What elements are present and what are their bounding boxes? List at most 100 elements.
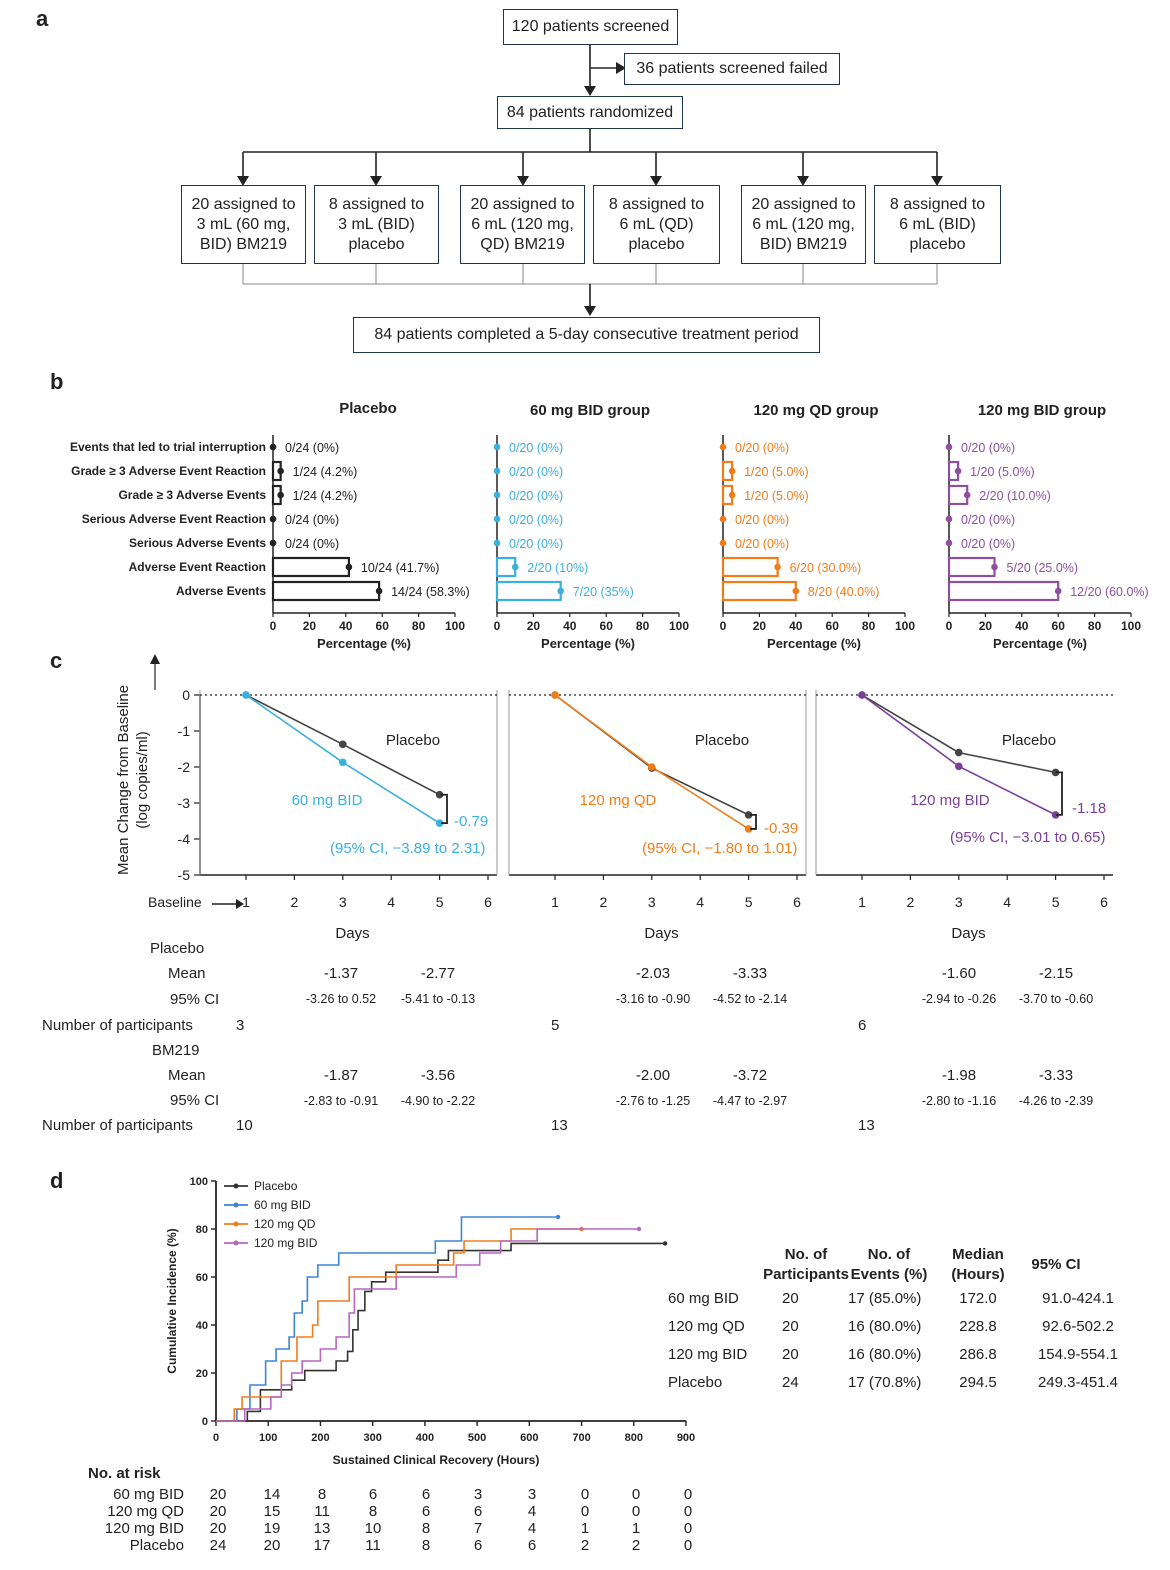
d-legend-label: 120 mg BID [254, 1236, 318, 1250]
group-box-120bid-bm219: 20 assigned to 6 mL (120 mg, BID) BM219 [741, 185, 866, 264]
b-bar-label: 0/20 (0%) [961, 441, 1015, 455]
c-table-mean-day3: -1.37 [323, 965, 359, 982]
b-bar-point [375, 587, 383, 595]
b-x-tick-label: 100 [445, 619, 465, 633]
svg-text:(log copies/ml): (log copies/ml) [134, 731, 151, 829]
d-risk-value: 6 [421, 1486, 431, 1503]
b-bar-label: 7/20 (35%) [573, 585, 634, 599]
c-x-axis-label: Days [951, 925, 985, 942]
c-table-ci-day3: -3.16 to -0.90 [615, 992, 691, 1006]
d-risk-value: 3 [527, 1486, 537, 1503]
c-y-tick-label: -1 [178, 723, 191, 739]
c-table-ci-day3: -2.80 to -1.16 [921, 1094, 997, 1108]
d-x-tick-label: 600 [520, 1432, 538, 1444]
c-diff-value: -0.39 [764, 820, 798, 837]
c-series-point [858, 691, 866, 699]
d-x-tick-label: 400 [416, 1432, 434, 1444]
c-x-tick-label: 2 [291, 894, 299, 910]
b-x-axis-label: Percentage (%) [541, 636, 635, 651]
d-risk-value: 24 [209, 1537, 227, 1554]
b-bar-point [345, 563, 353, 571]
b-bar [721, 556, 779, 578]
b-bar-label: 14/24 (58.3%) [391, 585, 470, 599]
b-x-tick-label: 100 [895, 619, 915, 633]
c-x-axis-label: Days [644, 925, 678, 942]
c-table-n-value: 3 [236, 1017, 245, 1034]
c-table-mean-day3: -1.98 [941, 1067, 977, 1084]
c-x-tick-label: 6 [793, 894, 801, 910]
c-table-mean-day5: -2.15 [1038, 965, 1074, 982]
b-bar-label: 1/20 (5.0%) [970, 465, 1035, 479]
d-risk-value: 4 [527, 1503, 537, 1520]
c-x-tick-label: 6 [484, 894, 492, 910]
c-table-mean-day3: -1.87 [323, 1067, 359, 1084]
b-bar-point [1054, 587, 1062, 595]
b-bar-point [774, 563, 781, 571]
d-risk-value: 4 [527, 1520, 537, 1537]
d-censor-mark [555, 1214, 561, 1220]
c-x-tick-label: 4 [696, 894, 704, 910]
c-diff-ci: (95% CI, −3.89 to 2.31) [330, 840, 486, 857]
d-y-tick-label: 40 [196, 1320, 208, 1332]
b-chart-title: 60 mg BID group [530, 402, 650, 419]
screen-failed-box: 36 patients screened failed [624, 53, 840, 85]
d-risk-value: 20 [209, 1520, 227, 1537]
c-x-tick-label: 3 [648, 894, 656, 910]
c-x-tick-label: 1 [551, 894, 559, 910]
b-x-tick-label: 20 [527, 619, 541, 633]
c-placebo-label: Placebo [695, 732, 749, 749]
c-table-mean-day5: -3.72 [732, 1067, 768, 1084]
b-category-label: Grade ≥ 3 Adverse Events [118, 488, 266, 502]
b-bar-label: 0/24 (0%) [285, 441, 339, 455]
c-table-placebo-header: Placebo [150, 940, 205, 957]
c-series-point [955, 748, 963, 757]
b-bar-point [719, 515, 727, 523]
d-risk-value: 6 [421, 1503, 431, 1520]
d-risk-row-label: 120 mg QD [107, 1503, 184, 1520]
c-series-point [744, 811, 753, 819]
b-bar-point [945, 539, 953, 547]
d-km-line [216, 1242, 666, 1422]
b-bar-point [728, 491, 736, 499]
b-bar-label: 0/20 (0%) [509, 441, 563, 455]
c-treatment-label: 120 mg QD [580, 792, 657, 809]
c-table-n-label: Number of participants [42, 1117, 193, 1134]
b-bar-point [269, 515, 277, 523]
d-risk-row-label: Placebo [129, 1537, 184, 1554]
c-table-mean-day3: -1.60 [941, 965, 977, 982]
c-table-mean-label: Mean [168, 965, 206, 982]
c-table-n-value: 13 [551, 1117, 568, 1134]
group-box-120qd-bm219: 20 assigned to 6 mL (120 mg, QD) BM219 [460, 185, 585, 264]
b-bar-point [269, 443, 277, 451]
b-x-tick-label: 100 [669, 619, 689, 633]
c-table-n-value: 5 [551, 1017, 560, 1034]
completed-box: 84 patients completed a 5-day consecutiv… [353, 317, 820, 353]
d-risk-value: 2 [580, 1537, 590, 1554]
b-bar-label: 2/20 (10%) [527, 561, 588, 575]
c-table-ci-day5: -4.90 to -2.22 [400, 1094, 476, 1108]
d-x-tick-label: 0 [213, 1432, 219, 1444]
c-table-mean-day3: -2.03 [635, 965, 671, 982]
c-diff-ci: (95% CI, −1.80 to 1.01) [642, 840, 798, 857]
d-risk-value: 1 [631, 1520, 641, 1537]
d-x-tick-label: 300 [363, 1432, 381, 1444]
d-risk-value: 19 [263, 1520, 281, 1537]
c-x-tick-label: 3 [339, 894, 347, 910]
c-table-ci-day5: -4.47 to -2.97 [712, 1094, 788, 1108]
d-risk-value: 0 [631, 1503, 641, 1520]
c-x-tick-label: 3 [955, 894, 963, 910]
b-chart-title: Placebo [339, 400, 397, 417]
b-bar-label: 1/24 (4.2%) [293, 465, 358, 479]
d-y-tick-label: 0 [202, 1416, 208, 1428]
d-risk-row-label: 120 mg BID [104, 1520, 184, 1537]
b-chart-title: 120 mg QD group [753, 402, 878, 419]
svg-text:Cumulative Incidence (%): Cumulative Incidence (%) [165, 1228, 179, 1373]
b-category-label: Adverse Event Reaction [129, 560, 266, 574]
b-x-tick-label: 80 [636, 619, 650, 633]
d-y-tick-label: 60 [196, 1272, 208, 1284]
b-bar [271, 556, 350, 578]
c-series-point [955, 762, 963, 771]
d-risk-value: 2 [631, 1537, 641, 1554]
d-x-tick-label: 200 [311, 1432, 329, 1444]
b-bar-point [493, 539, 501, 547]
